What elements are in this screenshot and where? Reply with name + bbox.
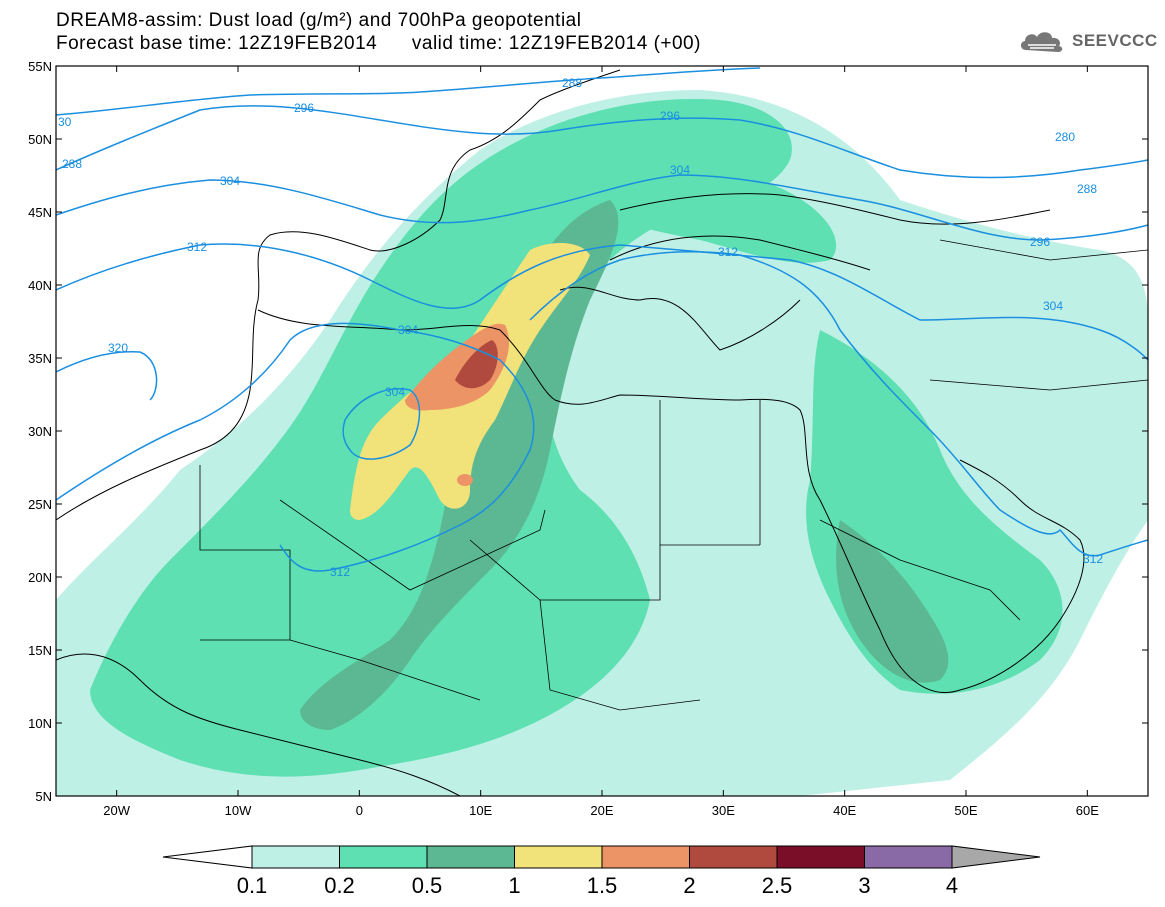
lat-tick-label: 55N xyxy=(28,59,52,74)
contour-label: 312 xyxy=(718,245,738,259)
lat-tick-label: 40N xyxy=(28,278,52,293)
lat-tick-label: 45N xyxy=(28,205,52,220)
lat-tick-label: 50N xyxy=(28,132,52,147)
colorbar-swatch xyxy=(251,845,340,869)
contour-label: 296 xyxy=(1030,235,1050,249)
lat-axis: 55N 50N 45N 40N 35N 30N 25N 20N 15N 10N 5N xyxy=(28,59,1148,804)
colorbar-under-arrow xyxy=(162,845,253,869)
contour-label: 30 xyxy=(58,115,72,129)
contour-label: 288 xyxy=(562,76,582,90)
colorbar-swatch xyxy=(426,845,515,869)
contour-label: 288 xyxy=(1077,182,1097,196)
lat-tick-label: 35N xyxy=(28,351,52,366)
lat-tick-label: 5N xyxy=(35,789,52,804)
lon-axis: 20W 10W 0 10E 20E 30E 40E 50E 60E xyxy=(103,66,1099,818)
contour-label: 312 xyxy=(187,240,207,254)
lon-tick-label: 50E xyxy=(954,803,977,818)
contour-label: 296 xyxy=(660,109,680,123)
contour-label: 280 xyxy=(1055,130,1075,144)
colorbar-label: 4 xyxy=(945,873,959,898)
contour-label: 288 xyxy=(62,157,82,171)
colorbar-label: 2.5 xyxy=(761,873,793,898)
contour-label: 320 xyxy=(108,341,128,355)
contour-label: 304 xyxy=(220,174,240,188)
contour-label: 304 xyxy=(670,163,690,177)
contour-label: 304 xyxy=(398,323,418,337)
lat-tick-label: 15N xyxy=(28,643,52,658)
colorbar-label: 2 xyxy=(683,873,696,898)
contour-label: 304 xyxy=(1043,299,1063,313)
lon-tick-label: 40E xyxy=(833,803,856,818)
lon-tick-label: 0 xyxy=(356,803,363,818)
colorbar-label: 1.5 xyxy=(586,873,618,898)
contour-label: 312 xyxy=(330,565,350,579)
dust-layer-2 xyxy=(455,340,498,389)
colorbar-label: 0.2 xyxy=(324,873,355,898)
contour-labels: 288 296 280 304 288 296 312 304 320 304 … xyxy=(58,76,1103,579)
lon-tick-label: 20W xyxy=(103,803,130,818)
logo-text: SEEVCCC xyxy=(1072,31,1158,50)
contour-label: 312 xyxy=(1083,552,1103,566)
contour-label: 296 xyxy=(294,101,314,115)
lon-tick-label: 10W xyxy=(225,803,252,818)
seevccc-logo: SEEVCCC xyxy=(1018,27,1158,55)
colorbar-swatch xyxy=(514,845,603,869)
lon-tick-label: 10E xyxy=(469,803,492,818)
lat-tick-label: 25N xyxy=(28,497,52,512)
lat-tick-label: 10N xyxy=(28,716,52,731)
cloud-logo-icon xyxy=(1020,32,1063,52)
lon-tick-label: 30E xyxy=(712,803,735,818)
lat-tick-label: 30N xyxy=(28,424,52,439)
contour-label: 304 xyxy=(385,385,405,399)
colorbar-swatch xyxy=(339,845,428,869)
map-title-line1: DREAM8-assim: Dust load (g/m²) and 700hP… xyxy=(56,10,582,31)
lat-tick-label: 20N xyxy=(28,570,52,585)
colorbar-label: 1 xyxy=(508,873,521,898)
geopotential-contours xyxy=(56,67,1148,572)
colorbar-swatch xyxy=(864,845,953,869)
lon-tick-label: 20E xyxy=(590,803,613,818)
colorbar-label: 0.1 xyxy=(236,873,268,898)
coastlines xyxy=(56,69,1085,796)
colorbar-label: 0.5 xyxy=(411,873,443,898)
colorbar-swatch xyxy=(776,845,865,869)
colorbar-swatch xyxy=(601,845,690,869)
lon-tick-label: 60E xyxy=(1076,803,1099,818)
colorbar-over-arrow xyxy=(951,845,1041,869)
country-borders xyxy=(199,239,1148,711)
colorbar-swatch xyxy=(689,845,778,869)
colorbar-label: 3 xyxy=(858,873,871,898)
map-title-line2: Forecast base time: 12Z19FEB2014 valid t… xyxy=(56,33,701,54)
